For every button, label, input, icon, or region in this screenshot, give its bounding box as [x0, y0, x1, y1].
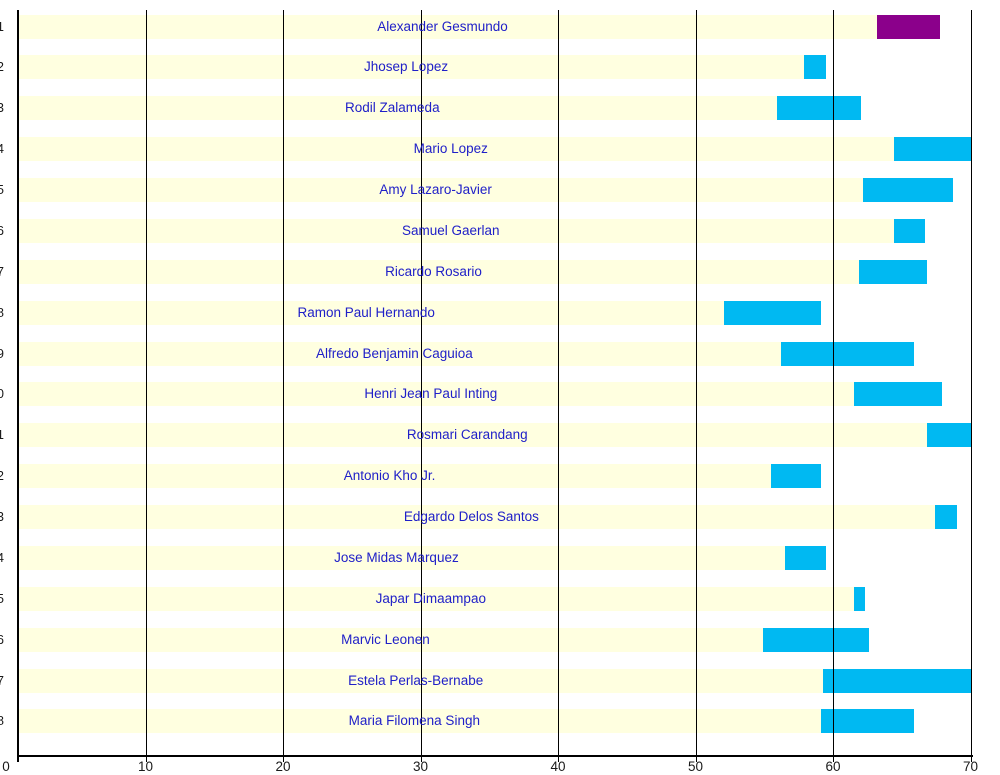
bar-name-label: Maria Filomena Singh	[348, 713, 480, 729]
y-axis-tick-label: 6	[0, 222, 4, 238]
vertical-gridline	[695, 10, 697, 762]
y-axis-tick-label: 18	[0, 713, 4, 729]
row-background-band	[19, 709, 821, 734]
range-bar	[820, 709, 915, 734]
row-background-band	[19, 423, 927, 448]
bar-name-label: Japar Dimaampao	[375, 590, 486, 606]
range-bar	[853, 586, 865, 611]
bar-name-label: Antonio Kho Jr.	[343, 468, 436, 484]
range-bar	[784, 545, 827, 570]
row-background-band	[19, 259, 860, 284]
y-axis-tick-label: 10	[0, 386, 4, 402]
bar-name-label: Edgardo Delos Santos	[403, 509, 539, 525]
y-axis-tick-label: 5	[0, 182, 4, 198]
x-axis-tick-label: 20	[275, 759, 291, 774]
range-bar	[877, 14, 941, 39]
bar-name-label: Amy Lazaro-Javier	[379, 182, 492, 198]
y-axis-tick-label: 1	[0, 18, 4, 34]
range-bar	[893, 137, 972, 162]
row-background-band	[19, 505, 935, 530]
x-axis-tick-label: 0	[2, 759, 10, 774]
bar-name-label: Jose Midas Marquez	[334, 549, 459, 565]
y-axis-tick-label: 12	[0, 468, 4, 484]
x-axis-line	[17, 755, 973, 757]
bar-name-label: Alexander Gesmundo	[377, 18, 508, 34]
bar-name-label: Henri Jean Paul Inting	[364, 386, 498, 402]
row-background-band	[19, 586, 854, 611]
vertical-gridline	[145, 10, 147, 762]
x-axis-tick-label: 30	[412, 759, 429, 774]
range-bar	[724, 300, 821, 325]
y-axis-tick-label: 15	[0, 590, 4, 606]
y-axis-tick-label: 7	[0, 263, 4, 279]
row-background-band	[19, 464, 772, 489]
y-axis-tick-label: 17	[0, 672, 4, 688]
vertical-gridline	[558, 10, 559, 762]
vertical-gridline	[970, 10, 972, 762]
bar-name-label: Rosmari Carandang	[406, 427, 528, 443]
range-bar	[893, 218, 926, 243]
range-bar	[926, 423, 971, 448]
x-axis-tick-label: 10	[137, 759, 154, 774]
x-axis-tick-label: 50	[687, 759, 704, 774]
y-axis-tick-label: 8	[0, 304, 4, 320]
row-background-band	[19, 300, 725, 325]
y-axis-tick-label: 14	[0, 549, 4, 565]
bar-name-label: Ramon Paul Hernando	[297, 304, 435, 320]
range-bar	[771, 464, 821, 489]
bar-name-label: Mario Lopez	[413, 141, 488, 157]
row-background-band	[19, 382, 854, 407]
range-bar	[934, 505, 957, 530]
y-axis-tick-label: 11	[0, 427, 4, 443]
y-axis-tick-label: 4	[0, 141, 4, 157]
y-axis-tick-label: 16	[0, 631, 4, 647]
range-bar	[804, 55, 827, 80]
row-background-band	[19, 96, 777, 121]
y-axis-tick-label: 3	[0, 100, 4, 116]
row-background-band	[19, 545, 785, 570]
row-background-band	[19, 14, 877, 39]
bar-name-label: Marvic Leonen	[341, 631, 430, 647]
range-bar	[780, 341, 915, 366]
y-axis-tick-label: 13	[0, 509, 4, 525]
x-axis-tick-label: 40	[550, 759, 566, 774]
bar-name-label: Rodil Zalameda	[345, 100, 440, 116]
bar-name-label: Alfredo Benjamin Caguioa	[315, 345, 473, 361]
y-axis-line	[17, 10, 19, 762]
row-background-band	[19, 178, 864, 203]
bar-name-label: Jhosep Lopez	[364, 59, 449, 75]
vertical-gridline	[420, 10, 422, 762]
row-background-band	[19, 137, 894, 162]
row-background-band	[19, 627, 763, 652]
range-bar	[823, 668, 972, 693]
range-bar	[863, 178, 953, 203]
vertical-gridline	[833, 10, 834, 762]
range-bar	[853, 382, 942, 407]
bar-name-label: Estela Perlas-Bernabe	[348, 672, 484, 688]
bar-name-label: Samuel Gaerlan	[401, 222, 500, 238]
y-axis-tick-label: 9	[0, 345, 4, 361]
x-axis-tick-label: 70	[962, 759, 979, 774]
range-bar	[762, 627, 869, 652]
vertical-gridline	[283, 10, 284, 762]
range-bar	[776, 96, 861, 121]
bar-name-label: Ricardo Rosario	[385, 263, 482, 279]
x-axis-tick-label: 60	[825, 759, 841, 774]
row-background-band	[19, 218, 894, 243]
y-axis-tick-label: 2	[0, 59, 4, 75]
range-bar	[859, 259, 927, 284]
row-background-band	[19, 55, 805, 80]
